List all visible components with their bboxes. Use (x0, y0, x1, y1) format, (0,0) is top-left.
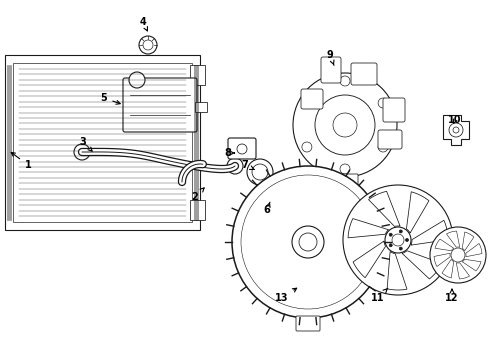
Circle shape (302, 98, 312, 108)
Circle shape (378, 98, 388, 108)
Text: 4: 4 (140, 17, 147, 31)
Text: 12: 12 (445, 289, 459, 303)
Polygon shape (442, 259, 454, 278)
Text: 5: 5 (100, 93, 120, 104)
Polygon shape (462, 232, 474, 251)
FancyBboxPatch shape (256, 185, 288, 207)
Polygon shape (456, 263, 469, 279)
FancyBboxPatch shape (228, 138, 256, 159)
Circle shape (389, 244, 392, 247)
Circle shape (252, 164, 268, 180)
Text: 1: 1 (11, 152, 31, 170)
Circle shape (430, 227, 486, 283)
FancyBboxPatch shape (378, 130, 402, 149)
Polygon shape (446, 231, 460, 247)
Circle shape (293, 73, 397, 177)
Polygon shape (348, 219, 389, 238)
Circle shape (299, 233, 317, 251)
Text: 3: 3 (80, 137, 92, 151)
FancyBboxPatch shape (351, 63, 377, 85)
Circle shape (389, 233, 392, 236)
Circle shape (399, 247, 402, 250)
Circle shape (343, 185, 453, 295)
FancyBboxPatch shape (190, 65, 205, 85)
Polygon shape (462, 259, 481, 271)
Circle shape (139, 36, 157, 54)
Circle shape (449, 123, 463, 137)
Circle shape (74, 144, 90, 160)
Polygon shape (466, 243, 482, 257)
FancyBboxPatch shape (123, 78, 197, 132)
Circle shape (453, 127, 459, 133)
Circle shape (385, 227, 411, 253)
Text: 10: 10 (448, 115, 462, 125)
Circle shape (261, 186, 283, 208)
FancyBboxPatch shape (301, 89, 323, 109)
FancyBboxPatch shape (332, 174, 358, 188)
Text: 6: 6 (264, 202, 270, 215)
Polygon shape (434, 253, 450, 266)
Text: 8: 8 (224, 148, 234, 158)
Text: 2: 2 (192, 188, 204, 202)
Circle shape (237, 144, 247, 154)
FancyBboxPatch shape (321, 57, 341, 83)
Circle shape (266, 191, 278, 203)
Polygon shape (353, 241, 386, 278)
Circle shape (451, 248, 465, 262)
Circle shape (333, 113, 357, 137)
Text: 13: 13 (275, 288, 296, 303)
Circle shape (129, 72, 145, 88)
Circle shape (232, 166, 384, 318)
Polygon shape (435, 239, 454, 251)
Circle shape (227, 158, 243, 174)
Circle shape (378, 142, 388, 152)
Circle shape (340, 76, 350, 86)
Polygon shape (368, 191, 400, 226)
FancyBboxPatch shape (190, 200, 205, 220)
Polygon shape (387, 252, 407, 290)
Text: 7: 7 (242, 160, 254, 170)
Text: 11: 11 (371, 288, 388, 303)
Text: 9: 9 (327, 50, 334, 66)
Circle shape (292, 226, 324, 258)
Polygon shape (411, 220, 448, 245)
FancyBboxPatch shape (296, 316, 320, 331)
FancyBboxPatch shape (195, 102, 207, 112)
Circle shape (143, 40, 153, 50)
Circle shape (399, 230, 402, 233)
Circle shape (302, 142, 312, 152)
FancyBboxPatch shape (383, 98, 405, 122)
Circle shape (406, 239, 409, 242)
Polygon shape (443, 115, 469, 145)
Circle shape (315, 95, 375, 155)
Polygon shape (402, 251, 442, 279)
Circle shape (340, 164, 350, 174)
Circle shape (392, 234, 404, 246)
Polygon shape (406, 192, 429, 233)
Circle shape (247, 159, 273, 185)
